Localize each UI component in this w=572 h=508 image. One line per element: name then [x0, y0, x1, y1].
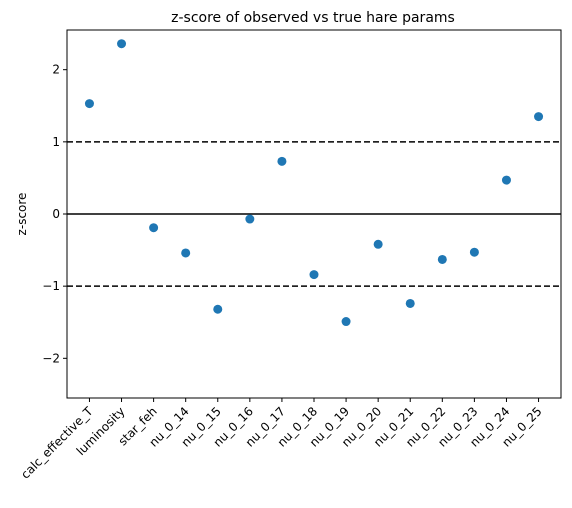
data-point-calc_effective_T [84, 99, 94, 109]
data-point-nu_0_21 [405, 298, 415, 308]
data-point-star_feh [149, 223, 159, 233]
data-point-nu_0_18 [309, 270, 319, 280]
y-tick-label: 0 [52, 207, 60, 221]
data-point-nu_0_16 [245, 214, 255, 224]
data-point-luminosity [117, 39, 127, 49]
data-point-nu_0_20 [373, 239, 383, 249]
y-axis-label: z-score [15, 193, 29, 236]
data-point-nu_0_19 [341, 317, 351, 327]
y-tick-label: −1 [42, 279, 60, 293]
y-tick-label: −2 [42, 351, 60, 365]
y-tick-label: 2 [52, 63, 60, 77]
data-points [84, 39, 544, 327]
data-point-nu_0_25 [534, 112, 544, 122]
data-point-nu_0_23 [469, 247, 479, 257]
reference-lines [67, 141, 561, 287]
data-point-nu_0_24 [501, 175, 511, 185]
data-point-nu_0_15 [213, 304, 223, 314]
data-point-nu_0_14 [181, 248, 191, 258]
data-point-nu_0_22 [437, 254, 447, 264]
y-axis-ticks: −2 −1 0 1 2 [42, 63, 67, 365]
data-point-nu_0_17 [277, 156, 287, 166]
y-tick-label: 1 [52, 135, 60, 149]
chart-title: z-score of observed vs true hare params [171, 10, 455, 26]
plot-frame [66, 29, 562, 399]
